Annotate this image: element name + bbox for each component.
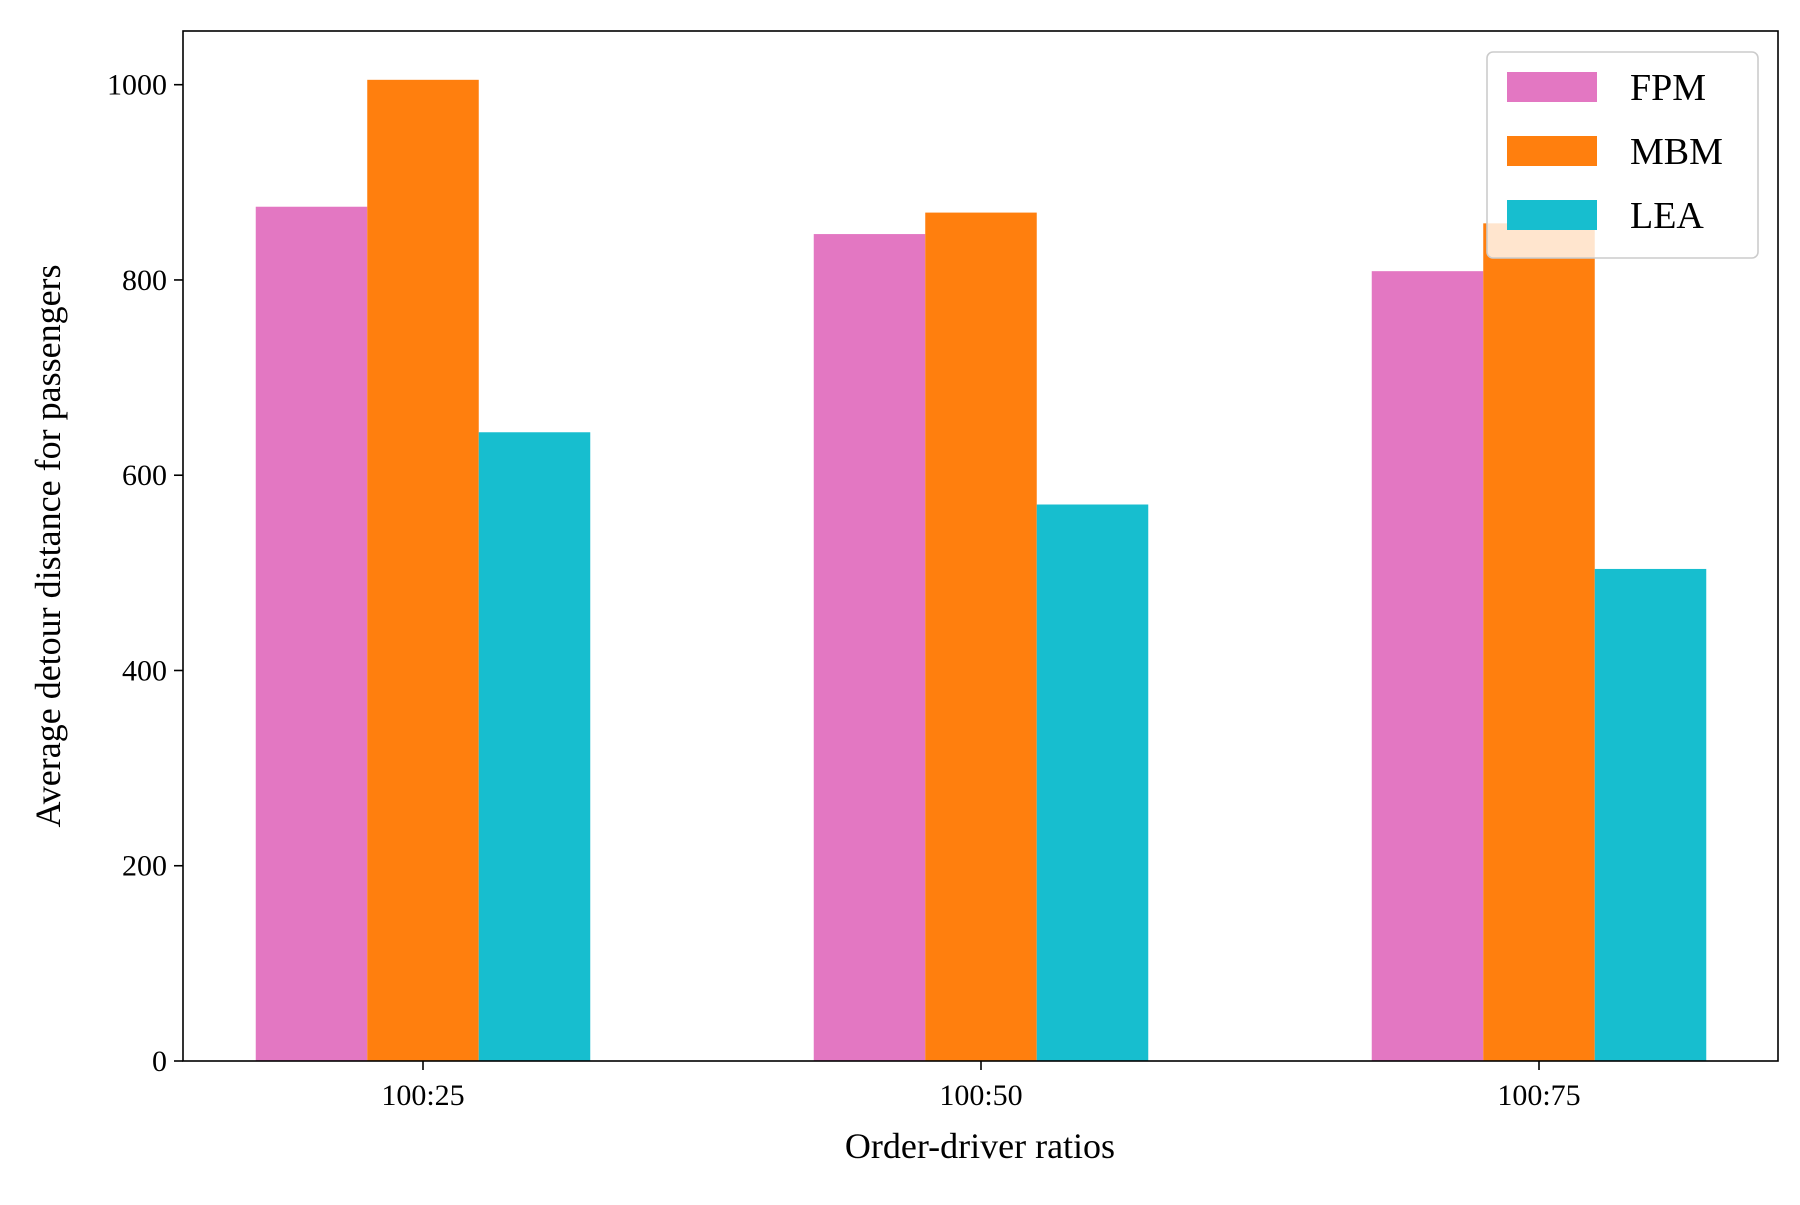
legend-label-lea: LEA [1630, 195, 1704, 237]
bars-layer [255, 79, 1707, 1062]
y-tick-label: 400 [122, 654, 167, 687]
legend-swatch-mbm [1507, 136, 1597, 166]
x-axis-ticks: 100:25 100:50 100:75 [381, 1061, 1581, 1112]
bar-mbm-1 [367, 79, 479, 1061]
x-tick-label: 100:50 [939, 1079, 1022, 1112]
y-axis-ticks: 0 200 400 600 800 1000 [107, 69, 183, 1078]
x-tick-label: 100:25 [381, 1079, 464, 1112]
bar-fpm-2 [813, 234, 926, 1061]
y-tick-label: 800 [122, 264, 167, 297]
bar-lea-2 [1036, 504, 1149, 1062]
bar-fpm-1 [255, 206, 368, 1061]
legend-label-mbm: MBM [1630, 131, 1723, 173]
y-tick-label: 1000 [107, 69, 167, 102]
x-tick-label: 100:75 [1497, 1079, 1580, 1112]
bar-lea-1 [478, 432, 591, 1062]
y-tick-label: 200 [122, 850, 167, 883]
legend-label-fpm: FPM [1630, 67, 1706, 109]
bar-mbm-3 [1483, 223, 1595, 1061]
y-tick-label: 600 [122, 459, 167, 492]
y-tick-label: 0 [152, 1045, 167, 1078]
legend: FPM MBM LEA [1486, 51, 1759, 259]
x-axis-label: Order-driver ratios [845, 1126, 1115, 1166]
bar-lea-3 [1594, 568, 1707, 1061]
legend-swatch-fpm [1507, 72, 1597, 102]
y-axis-label: Average detour distance for passengers [28, 264, 68, 827]
bar-mbm-2 [925, 212, 1037, 1062]
legend-swatch-lea [1507, 200, 1597, 230]
bar-fpm-3 [1371, 271, 1484, 1061]
